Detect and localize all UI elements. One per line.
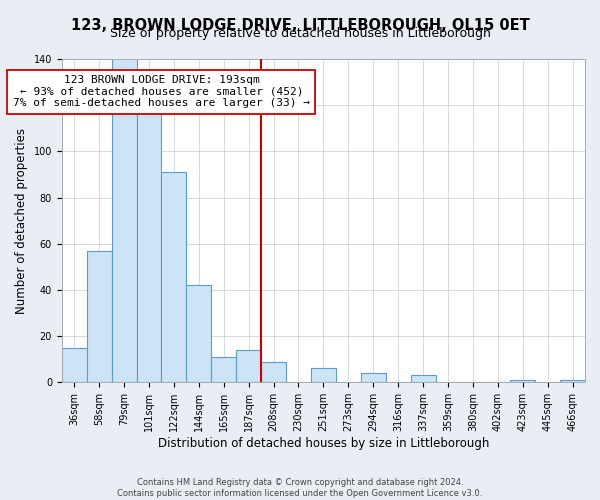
Bar [62, 348, 86, 382]
Bar [261, 362, 286, 382]
Bar [510, 380, 535, 382]
Text: Size of property relative to detached houses in Littleborough: Size of property relative to detached ho… [110, 28, 490, 40]
Bar [236, 350, 261, 382]
Bar [560, 380, 585, 382]
Bar [161, 172, 187, 382]
Bar [112, 50, 137, 382]
Text: 123, BROWN LODGE DRIVE, LITTLEBOROUGH, OL15 0ET: 123, BROWN LODGE DRIVE, LITTLEBOROUGH, O… [71, 18, 529, 32]
Text: Contains HM Land Registry data © Crown copyright and database right 2024.
Contai: Contains HM Land Registry data © Crown c… [118, 478, 482, 498]
Bar [361, 373, 386, 382]
Bar [187, 286, 211, 382]
X-axis label: Distribution of detached houses by size in Littleborough: Distribution of detached houses by size … [158, 437, 489, 450]
Bar [86, 250, 112, 382]
Bar [410, 376, 436, 382]
Y-axis label: Number of detached properties: Number of detached properties [15, 128, 28, 314]
Bar [211, 357, 236, 382]
Text: 123 BROWN LODGE DRIVE: 193sqm
← 93% of detached houses are smaller (452)
7% of s: 123 BROWN LODGE DRIVE: 193sqm ← 93% of d… [13, 75, 310, 108]
Bar [137, 112, 161, 382]
Bar [311, 368, 336, 382]
